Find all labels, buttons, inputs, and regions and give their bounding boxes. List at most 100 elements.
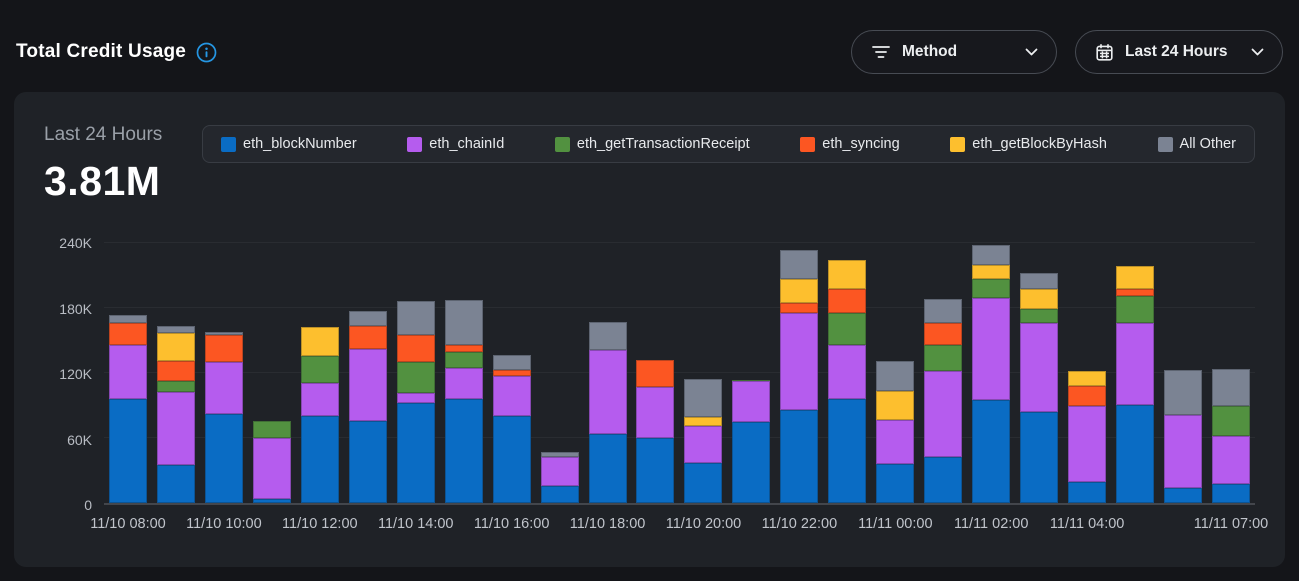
bar-stack — [252, 421, 291, 503]
bar-segment — [1115, 266, 1154, 290]
legend-swatch — [554, 136, 570, 152]
bar-column[interactable] — [584, 243, 632, 503]
bar-segment — [732, 422, 771, 503]
bar-segment — [972, 265, 1011, 280]
legend-item[interactable]: eth_getBlockByHash — [950, 136, 1107, 152]
bar-column[interactable] — [200, 243, 248, 503]
bar-column[interactable] — [152, 243, 200, 503]
method-filter-button[interactable]: Method — [851, 30, 1057, 74]
bar-column[interactable] — [536, 243, 584, 503]
plot-wrap: 11/10 08:00 11/10 10:00 11/10 12:00 11/10 1… — [90, 242, 1268, 539]
bar-segment — [300, 382, 339, 416]
bar-segment — [396, 334, 435, 363]
legend-label: eth_getBlockByHash — [972, 136, 1107, 152]
bar-segment — [540, 485, 579, 503]
bar-segment — [1115, 322, 1154, 405]
bar-segment — [348, 421, 387, 503]
bar-segment — [396, 402, 435, 503]
bar-stack — [156, 326, 195, 503]
x-tick-label: 11/10 08:00 — [90, 516, 166, 532]
bar-column[interactable] — [296, 243, 344, 503]
bar-segment — [156, 332, 195, 362]
bar-segment — [1211, 405, 1250, 437]
bar-segment — [444, 344, 483, 353]
bar-segment — [1020, 289, 1059, 309]
bar-segment — [444, 367, 483, 400]
bar-column[interactable] — [248, 243, 296, 503]
bar-stack — [204, 331, 243, 503]
legend-swatch — [950, 136, 966, 152]
bar-segment — [108, 344, 147, 400]
legend-label: eth_chainId — [429, 136, 505, 152]
legend-swatch — [1157, 136, 1173, 152]
bar-stack — [396, 301, 435, 503]
bar-segment — [1163, 487, 1202, 503]
bar-column[interactable] — [727, 243, 775, 503]
bar-segment — [1068, 405, 1107, 483]
time-range-button[interactable]: Last 24 Hours — [1075, 30, 1283, 74]
bar-segment — [1211, 368, 1250, 406]
chart-legend: eth_blockNumber eth_chainId eth_getTransac… — [202, 125, 1255, 163]
bar-column[interactable] — [871, 243, 919, 503]
bar-column[interactable] — [1159, 243, 1207, 503]
bar-segment — [204, 331, 243, 335]
bar-column[interactable] — [679, 243, 727, 503]
bar-stack — [732, 379, 771, 503]
bar-stack — [780, 249, 819, 503]
title-wrap: Total Credit Usage — [16, 41, 217, 63]
bar-stack — [828, 259, 867, 503]
bar-segment — [876, 361, 915, 391]
bar-column[interactable] — [1111, 243, 1159, 503]
legend-item[interactable]: eth_syncing — [800, 136, 900, 152]
info-icon[interactable] — [196, 42, 217, 63]
bar-stack — [924, 298, 963, 503]
bar-column[interactable] — [1207, 243, 1255, 503]
bar-segment — [924, 322, 963, 345]
bar-column[interactable] — [823, 243, 871, 503]
chevron-down-icon — [1251, 48, 1264, 56]
bar-segment — [492, 376, 531, 416]
bar-segment — [1163, 369, 1202, 415]
bar-column[interactable] — [488, 243, 536, 503]
legend-swatch — [221, 136, 236, 152]
bar-segment — [1211, 484, 1250, 503]
x-tick-label: 11/10 16:00 — [473, 516, 550, 532]
bar-segment — [300, 355, 339, 383]
bar-column[interactable] — [440, 243, 488, 503]
bar-column[interactable] — [1063, 243, 1111, 503]
bar-column[interactable] — [104, 243, 152, 503]
gridline — [104, 307, 1255, 308]
legend-swatch — [800, 136, 816, 152]
legend-item[interactable]: eth_blockNumber — [221, 136, 357, 152]
legend-item[interactable]: eth_chainId — [407, 136, 504, 152]
bar-segment — [1020, 322, 1059, 413]
bar-segment — [588, 434, 627, 503]
filter-icon — [872, 45, 890, 59]
legend-item[interactable]: eth_getTransactionReceipt — [554, 136, 750, 152]
x-tick-label: 11/10 12:00 — [282, 516, 358, 532]
bar-column[interactable] — [919, 243, 967, 503]
bar-segment — [684, 378, 723, 417]
bar-segment — [972, 279, 1011, 298]
legend-label: All Other — [1179, 136, 1236, 152]
bar-stack — [1068, 371, 1107, 503]
legend-item[interactable]: All Other — [1157, 136, 1236, 152]
bar-column[interactable] — [392, 243, 440, 503]
bar-segment — [828, 399, 867, 503]
gridline — [104, 437, 1255, 438]
bar-stack — [972, 245, 1011, 503]
bar-column[interactable] — [631, 243, 679, 503]
bar-column[interactable] — [775, 243, 823, 503]
bars — [104, 243, 1255, 503]
bar-segment — [588, 350, 627, 435]
x-tick-label: 11/11 07:00 — [1193, 516, 1269, 532]
bar-segment — [1211, 436, 1250, 485]
y-tick-label: 120K — [59, 366, 92, 382]
x-tick-label: 11/11 04:00 — [1049, 516, 1125, 532]
x-tick-label: 11/10 18:00 — [569, 516, 646, 532]
bar-column[interactable] — [344, 243, 392, 503]
bar-column[interactable] — [1015, 243, 1063, 503]
x-tick-label: 11/10 10:00 — [186, 516, 262, 532]
total-value: 3.81M — [44, 158, 161, 204]
bar-column[interactable] — [967, 243, 1015, 503]
